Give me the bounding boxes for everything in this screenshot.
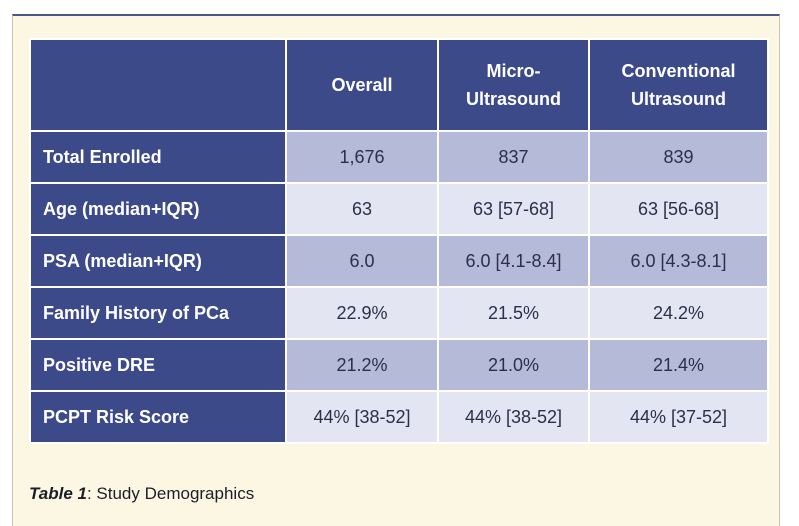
table-cell: 22.9% [285,286,439,340]
table-cell: 21.0% [437,338,590,392]
table-cell: 21.4% [588,338,769,392]
caption-text: : Study Demographics [86,484,255,503]
table-cell: 837 [437,130,590,184]
row-label: Age (median+IQR) [29,182,287,236]
table-cell: 6.0 [4.1-8.4] [437,234,590,288]
table-cell: 839 [588,130,769,184]
table-row: Family History of PCa 22.9% 21.5% 24.2% [29,286,769,340]
row-label: Positive DRE [29,338,287,392]
corner-cell [29,38,287,132]
table-cell: 24.2% [588,286,769,340]
row-label: Family History of PCa [29,286,287,340]
table-cell: 63 [285,182,439,236]
column-header: Overall [285,38,439,132]
caption-label: Table 1 [29,484,87,503]
table-cell: 44% [38-52] [285,390,439,444]
column-header: Micro-Ultrasound [437,38,590,132]
table-row: Positive DRE 21.2% 21.0% 21.4% [29,338,769,392]
row-label: PCPT Risk Score [29,390,287,444]
caption: Table 1: Study Demographics [29,484,254,504]
column-header: Conventional Ultrasound [588,38,769,132]
panel: Overall Micro-Ultrasound Conventional Ultr… [12,14,780,526]
table-cell: 44% [38-52] [437,390,590,444]
table-cell: 63 [56-68] [588,182,769,236]
table-cell: 63 [57-68] [437,182,590,236]
table-row: Age (median+IQR) 63 63 [57-68] 63 [56-68] [29,182,769,236]
row-label: Total Enrolled [29,130,287,184]
table-row: Total Enrolled 1,676 837 839 [29,130,769,184]
table-cell: 21.2% [285,338,439,392]
table-cell: 1,676 [285,130,439,184]
table-cell: 44% [37-52] [588,390,769,444]
table-cell: 6.0 [4.3-8.1] [588,234,769,288]
header-row: Overall Micro-Ultrasound Conventional Ultr… [29,38,769,132]
table-row: PSA (median+IQR) 6.0 6.0 [4.1-8.4] 6.0 [4.3… [29,234,769,288]
table-cell: 21.5% [437,286,590,340]
table-cell: 6.0 [285,234,439,288]
table-row: PCPT Risk Score 44% [38-52] 44% [38-52] 44%… [29,390,769,444]
demographics-table: Overall Micro-Ultrasound Conventional Ultr… [29,38,769,444]
row-label: PSA (median+IQR) [29,234,287,288]
